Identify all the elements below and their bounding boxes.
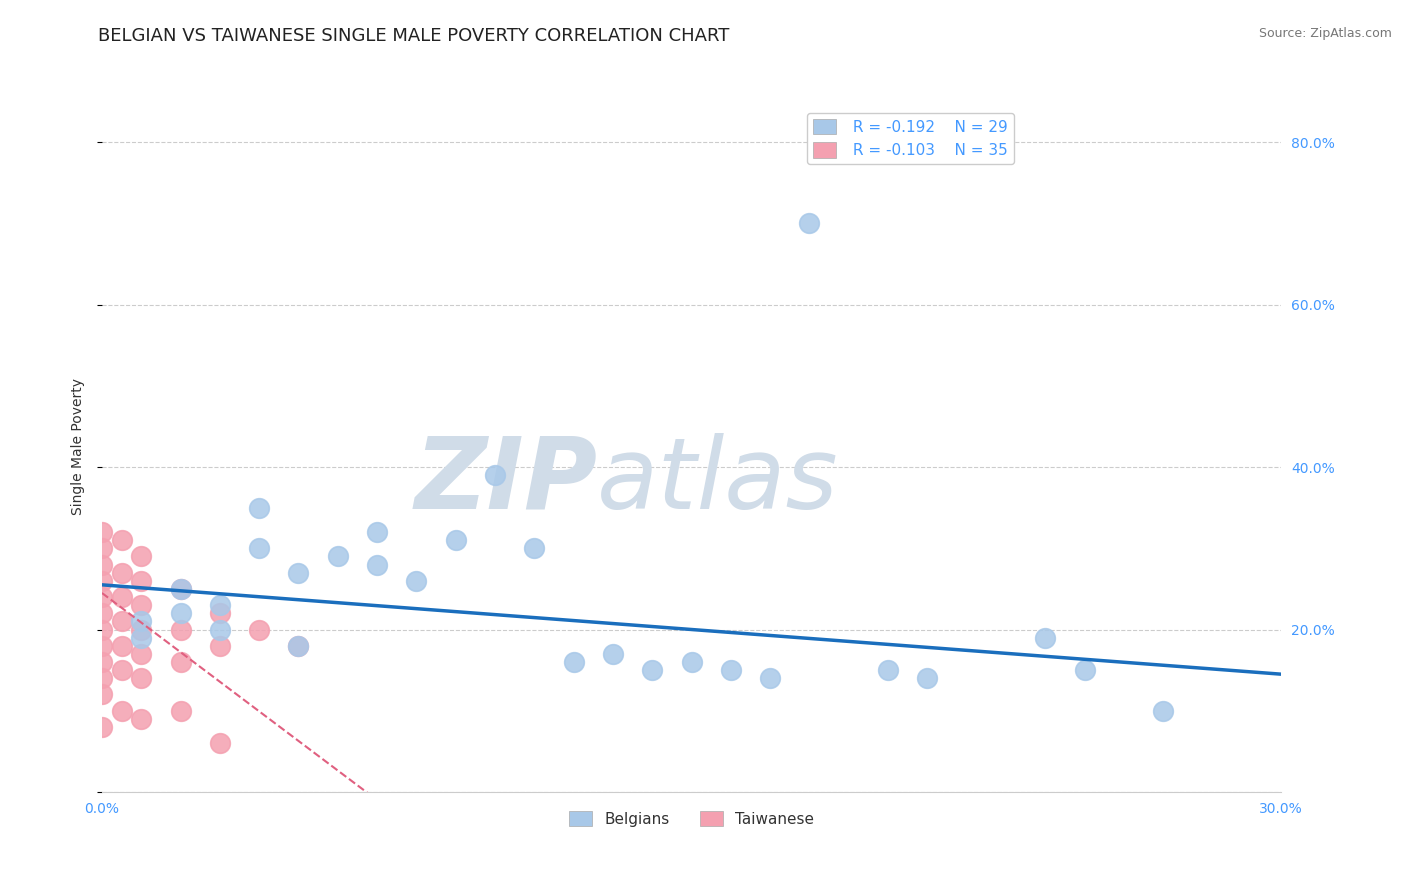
Point (90, 558, 112, 572)
Point (90, 590, 112, 604)
Point (247, 623, 270, 637)
Point (208, 736, 231, 750)
Point (129, 574, 152, 588)
Point (90, 524, 112, 539)
Point (877, 663, 900, 677)
Point (562, 655, 585, 669)
Point (169, 607, 191, 621)
Point (90, 639, 112, 653)
Point (110, 704, 132, 718)
Point (1073, 663, 1095, 677)
Point (169, 704, 191, 718)
Point (641, 663, 664, 677)
Point (90, 688, 112, 702)
Point (208, 598, 231, 612)
Point (1033, 631, 1056, 645)
Point (110, 639, 132, 653)
Point (169, 655, 191, 669)
Point (129, 712, 152, 726)
Point (129, 671, 152, 685)
Point (129, 623, 152, 637)
Point (523, 541, 546, 556)
Point (1152, 704, 1174, 718)
Point (681, 655, 703, 669)
Point (169, 582, 191, 596)
Point (208, 607, 231, 621)
Point (799, 216, 821, 230)
Point (208, 639, 231, 653)
Point (169, 582, 191, 596)
Point (444, 533, 467, 548)
Point (110, 533, 132, 548)
Point (602, 647, 624, 661)
Point (759, 671, 782, 685)
Point (247, 500, 270, 515)
Point (110, 566, 132, 580)
Point (90, 574, 112, 588)
Text: BELGIAN VS TAIWANESE SINGLE MALE POVERTY CORRELATION CHART: BELGIAN VS TAIWANESE SINGLE MALE POVERTY… (98, 27, 730, 45)
Point (366, 558, 388, 572)
Point (90, 541, 112, 556)
Point (90, 623, 112, 637)
Point (110, 615, 132, 629)
Point (90, 655, 112, 669)
Text: atlas: atlas (598, 433, 839, 530)
Text: Source: ZipAtlas.com: Source: ZipAtlas.com (1258, 27, 1392, 40)
Point (90, 720, 112, 734)
Point (917, 671, 939, 685)
Point (720, 663, 742, 677)
Point (129, 615, 152, 629)
Point (90, 671, 112, 685)
Point (247, 541, 270, 556)
Y-axis label: Single Male Poverty: Single Male Poverty (72, 378, 86, 516)
Point (326, 549, 349, 564)
Point (287, 639, 309, 653)
Point (208, 623, 231, 637)
Point (366, 524, 388, 539)
Point (405, 574, 427, 588)
Point (129, 631, 152, 645)
Point (90, 607, 112, 621)
Point (129, 549, 152, 564)
Point (287, 639, 309, 653)
Point (484, 468, 506, 483)
Legend: Belgians, Taiwanese: Belgians, Taiwanese (562, 805, 820, 832)
Point (129, 647, 152, 661)
Point (287, 566, 309, 580)
Point (110, 590, 132, 604)
Text: ZIP: ZIP (415, 433, 598, 530)
Point (169, 623, 191, 637)
Point (110, 663, 132, 677)
Point (129, 598, 152, 612)
